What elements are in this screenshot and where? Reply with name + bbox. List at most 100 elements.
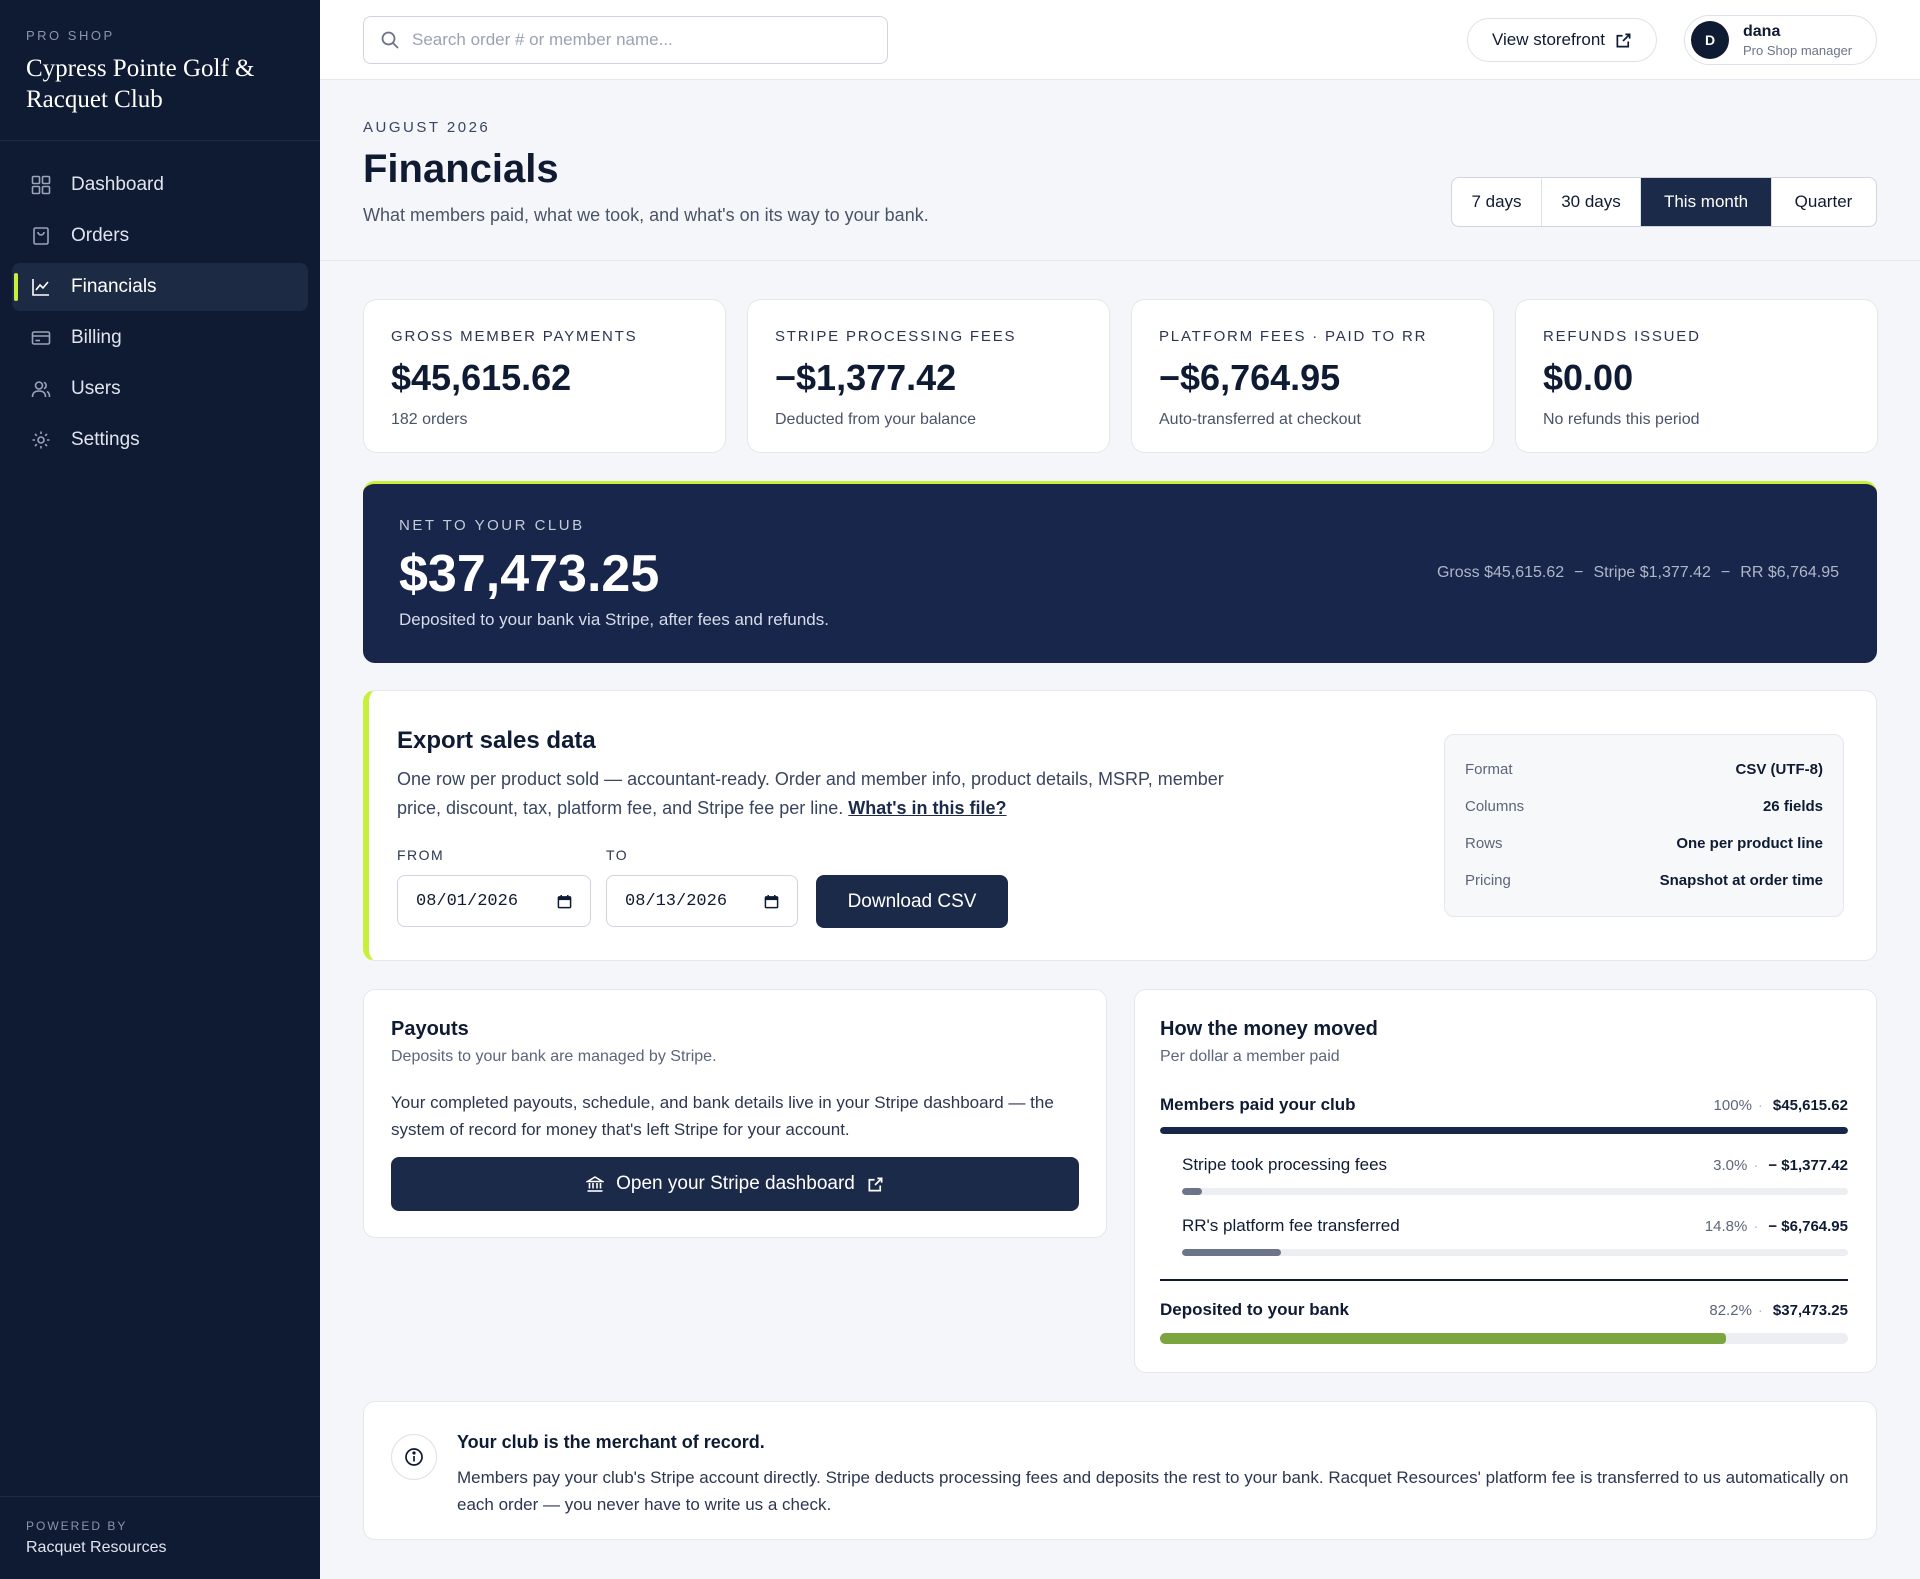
brand: PRO SHOP Cypress Pointe Golf & Racquet C… (0, 0, 320, 141)
net-breakdown: Gross $45,615.62− Stripe $1,377.42− RR $6,… (1437, 564, 1839, 582)
range-quarter[interactable]: Quarter (1794, 192, 1853, 211)
to-date-input[interactable]: 08/13/2026 (606, 875, 798, 927)
kpi-label: PLATFORM FEES · PAID TO RR (1159, 328, 1428, 345)
sidebar-item-billing[interactable]: Billing (12, 314, 308, 362)
money-row-dot: · (1757, 1301, 1763, 1319)
calendar-icon (764, 894, 779, 909)
spec-key: Rows (1465, 835, 1503, 852)
spec-row-columns: Columns 26 fields (1465, 788, 1823, 825)
net-separator: − (1574, 564, 1584, 581)
open-stripe-dashboard-button[interactable]: Open your Stripe dashboard (391, 1157, 1079, 1211)
net-gross: Gross $45,615.62 (1436, 564, 1565, 581)
kpi-label: REFUNDS ISSUED (1543, 328, 1701, 345)
sidebar-item-users[interactable]: Users (12, 365, 308, 413)
money-row-pct: 82.2% (1709, 1301, 1752, 1319)
kpi-sub: 182 orders (391, 411, 468, 428)
export-description: One row per product sold — accountant-re… (397, 765, 1227, 823)
brand-kicker: PRO SHOP (26, 28, 115, 43)
sidebar-item-orders[interactable]: Orders (12, 212, 308, 260)
view-storefront-label: View storefront (1491, 30, 1606, 49)
money-row-amount: − $6,764.95 (1768, 1217, 1848, 1235)
kpi-stripe-fees: STRIPE PROCESSING FEES −$1,377.42 Deduct… (747, 299, 1110, 453)
sidebar-item-label: Dashboard (71, 174, 164, 195)
money-row-values: 14.8% · − $6,764.95 (1705, 1218, 1848, 1235)
from-date-input[interactable]: 08/01/2026 (397, 875, 591, 927)
spec-row-pricing: Pricing Snapshot at order time (1465, 862, 1823, 899)
spec-value: One per product line (1676, 835, 1823, 852)
sidebar-nav: Dashboard Orders Financials Billing User… (0, 141, 320, 487)
money-bar-deposited (1160, 1333, 1848, 1344)
kpi-value: $45,615.62 (391, 357, 572, 398)
export-sales-card: Export sales data One row per product so… (363, 690, 1877, 961)
club-name: Cypress Pointe Golf & Racquet Club (26, 55, 255, 113)
money-title: How the money moved (1160, 1018, 1378, 1040)
money-row-values: 3.0% · − $1,377.42 (1713, 1157, 1848, 1174)
money-row-label: Deposited to your bank (1160, 1300, 1349, 1319)
sidebar: PRO SHOP Cypress Pointe Golf & Racquet C… (0, 0, 320, 1579)
money-bar-fill (1160, 1127, 1848, 1134)
search-box[interactable] (363, 16, 888, 64)
kpi-label: STRIPE PROCESSING FEES (775, 328, 1017, 345)
export-spec-panel: Format CSV (UTF-8) Columns 26 fields Rows O… (1444, 734, 1844, 917)
range-this-month[interactable]: This month (1641, 178, 1772, 226)
net-value: $37,473.25 (399, 545, 660, 603)
bank-icon (586, 1175, 605, 1193)
search-icon (380, 30, 400, 50)
sidebar-item-settings[interactable]: Settings (12, 416, 308, 464)
money-row-label: Stripe took processing fees (1182, 1155, 1388, 1174)
powered-by-name: Racquet Resources (26, 1539, 167, 1556)
merchant-of-record-notice: Your club is the merchant of record. Mem… (363, 1401, 1877, 1540)
from-date-value: 08/01/2026 (416, 891, 519, 911)
payouts-card: Payouts Deposits to your bank are manage… (363, 989, 1107, 1238)
search-input[interactable] (412, 30, 852, 50)
sidebar-item-label: Users (71, 378, 121, 399)
kpi-label: GROSS MEMBER PAYMENTS (391, 328, 638, 345)
calendar-icon (557, 894, 572, 909)
user-menu[interactable]: D dana Pro Shop manager (1684, 15, 1877, 65)
sidebar-item-dashboard[interactable]: Dashboard (12, 161, 308, 209)
money-row-pct: 3.0% (1713, 1156, 1748, 1174)
page-header: AUGUST 2026 Financials What members paid… (320, 81, 1920, 261)
card-icon (30, 327, 52, 349)
money-row-label: Members paid your club (1160, 1095, 1356, 1114)
view-storefront-button[interactable]: View storefront (1467, 18, 1657, 62)
spec-key: Columns (1465, 798, 1525, 815)
payouts-body: Your completed payouts, schedule, and ba… (391, 1093, 1054, 1139)
spec-row-format: Format CSV (UTF-8) (1465, 751, 1823, 788)
topbar: View storefront D dana Pro Shop manager (320, 0, 1920, 80)
whats-in-file-link[interactable]: What's in this file? (848, 798, 1007, 818)
range-30-days[interactable]: 30 days (1542, 178, 1641, 226)
money-bar-fill (1182, 1188, 1202, 1195)
notice-body: Members pay your club's Stripe account d… (457, 1468, 1849, 1514)
sidebar-item-label: Settings (71, 429, 140, 450)
kpi-sub: Deducted from your balance (775, 411, 976, 428)
money-moved-card: How the money moved Per dollar a member … (1134, 989, 1877, 1373)
net-separator: − (1720, 564, 1731, 581)
money-row-pct: 14.8% (1704, 1217, 1748, 1235)
money-divider (1160, 1279, 1848, 1281)
spec-value: CSV (UTF-8) (1735, 761, 1824, 778)
download-csv-button[interactable]: Download CSV (816, 875, 1008, 928)
money-row-amount: − $1,377.42 (1768, 1156, 1848, 1174)
money-row-values: 82.2% · $37,473.25 (1709, 1302, 1848, 1319)
range-7-days[interactable]: 7 days (1452, 178, 1542, 226)
info-icon (391, 1434, 437, 1480)
spec-value: 26 fields (1762, 798, 1823, 815)
kpi-value: −$1,377.42 (775, 357, 957, 398)
range-selector: 7 days 30 days This month Quarter (1451, 177, 1877, 227)
users-icon (30, 378, 52, 400)
money-row-amount: $37,473.25 (1772, 1301, 1848, 1319)
money-row-values: 100% · $45,615.62 (1714, 1097, 1848, 1114)
spec-key: Format (1465, 761, 1513, 778)
money-bar-fill (1182, 1249, 1281, 1256)
user-info: dana Pro Shop manager (1743, 23, 1852, 58)
money-row-deposited: Deposited to your bank 82.2% · $37,473.25 (1160, 1300, 1848, 1320)
from-label: FROM (397, 847, 445, 863)
to-label: TO (606, 847, 629, 863)
kpi-gross-payments: GROSS MEMBER PAYMENTS $45,615.62 182 ord… (363, 299, 726, 453)
notice-title: Your club is the merchant of record. (457, 1432, 765, 1452)
sidebar-item-label: Orders (71, 225, 130, 246)
chart-icon (30, 276, 52, 298)
sidebar-item-financials[interactable]: Financials (12, 263, 308, 311)
money-bar-stripe-fees (1182, 1188, 1848, 1195)
